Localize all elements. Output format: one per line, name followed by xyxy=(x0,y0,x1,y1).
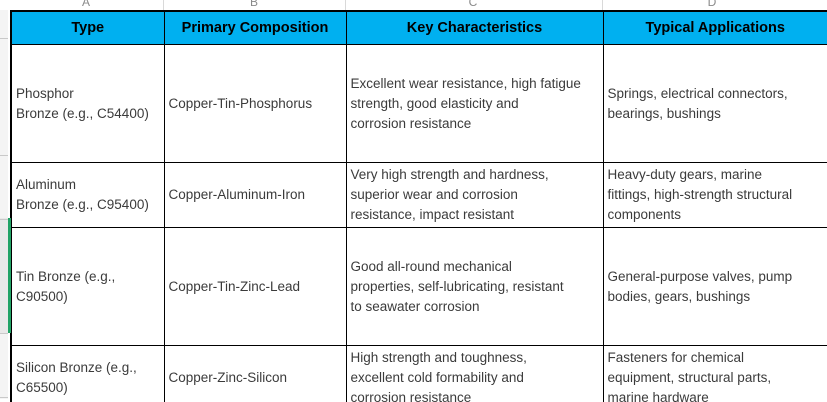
row-divider xyxy=(0,397,8,398)
cell-r3-type[interactable]: Tin Bronze (e.g., C90500) xyxy=(10,227,165,346)
column-divider xyxy=(602,0,603,10)
column-divider xyxy=(345,0,346,10)
cell-r1-composition[interactable]: Copper-Tin-Phosphorus xyxy=(163,44,347,163)
cell-r4-characteristics[interactable]: High strength and toughness, excellent c… xyxy=(345,345,604,402)
column-header-d[interactable]: D xyxy=(707,0,717,9)
cell-r2-type[interactable]: Aluminum Bronze (e.g., C95400) xyxy=(10,162,165,228)
row-divider xyxy=(0,155,8,156)
active-row-header-segment xyxy=(0,218,8,333)
column-divider xyxy=(163,0,164,10)
table-row-phosphor-bronze: Phosphor Bronze (e.g., C54400) Copper-Ti… xyxy=(10,44,827,163)
cell-r2-applications[interactable]: Heavy-duty gears, marine fittings, high-… xyxy=(602,162,827,228)
cell-r2-composition[interactable]: Copper-Aluminum-Iron xyxy=(163,162,347,228)
column-header-primary-composition[interactable]: Primary Composition xyxy=(163,10,347,45)
column-header-type[interactable]: Type xyxy=(10,10,165,45)
cell-r1-applications[interactable]: Springs, electrical connectors, bearings… xyxy=(602,44,827,163)
cell-r4-type[interactable]: Silicon Bronze (e.g., C65500) xyxy=(10,345,165,402)
active-row-indicator xyxy=(8,218,11,333)
table-row-aluminum-bronze: Aluminum Bronze (e.g., C95400) Copper-Al… xyxy=(10,162,827,228)
cell-r2-characteristics[interactable]: Very high strength and hardness, superio… xyxy=(345,162,604,228)
row-divider xyxy=(0,38,8,39)
cell-r4-applications[interactable]: Fasteners for chemical equipment, struct… xyxy=(602,345,827,402)
bronze-comparison-table: Type Primary Composition Key Characteris… xyxy=(10,10,827,402)
row-divider xyxy=(0,333,8,334)
column-header-key-characteristics[interactable]: Key Characteristics xyxy=(345,10,604,45)
column-header-a[interactable]: A xyxy=(81,0,91,9)
column-header-c[interactable]: C xyxy=(468,0,478,9)
cell-r3-applications[interactable]: General-purpose valves, pump bodies, gea… xyxy=(602,227,827,346)
table-row-tin-bronze: Tin Bronze (e.g., C90500) Copper-Tin-Zin… xyxy=(10,227,827,346)
column-header-b[interactable]: B xyxy=(249,0,259,9)
table-row-silicon-bronze: Silicon Bronze (e.g., C65500) Copper-Zin… xyxy=(10,345,827,402)
cell-r3-composition[interactable]: Copper-Tin-Zinc-Lead xyxy=(163,227,347,346)
cell-r4-composition[interactable]: Copper-Zinc-Silicon xyxy=(163,345,347,402)
row-divider xyxy=(0,219,8,220)
row-header-gutter[interactable] xyxy=(0,10,8,399)
cell-r1-characteristics[interactable]: Excellent wear resistance, high fatigue … xyxy=(345,44,604,163)
header-row: Type Primary Composition Key Characteris… xyxy=(10,10,827,45)
cell-r1-type[interactable]: Phosphor Bronze (e.g., C54400) xyxy=(10,44,165,163)
column-letter-strip: A B C D xyxy=(0,0,827,10)
column-header-typical-applications[interactable]: Typical Applications xyxy=(602,10,827,45)
cell-r3-characteristics[interactable]: Good all-round mechanical properties, se… xyxy=(345,227,604,346)
